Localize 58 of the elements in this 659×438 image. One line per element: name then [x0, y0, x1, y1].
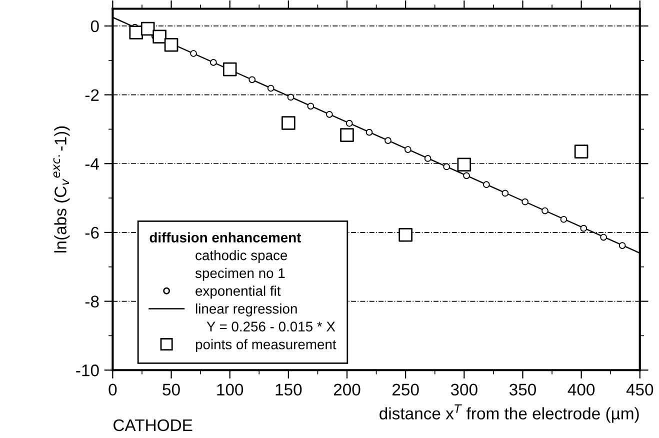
point	[282, 116, 296, 130]
y-tick-label: -6	[85, 226, 99, 239]
y-tick-label: -8	[85, 296, 99, 308]
point	[560, 216, 568, 223]
y-tick-label: -2	[85, 89, 99, 101]
point	[346, 120, 353, 127]
point	[326, 110, 333, 118]
point	[443, 163, 450, 170]
point	[384, 137, 392, 144]
point	[190, 50, 197, 57]
point	[267, 84, 274, 92]
point	[404, 146, 412, 153]
y-tick-label: -10	[76, 364, 99, 376]
annotation: cathodic space	[196, 250, 288, 264]
point	[502, 190, 509, 197]
point	[463, 172, 470, 180]
y-tick-label: -4	[85, 158, 100, 170]
point	[618, 242, 626, 249]
x-tick-label: 400	[568, 384, 595, 396]
x-tick-label: 450	[626, 384, 654, 396]
x-tick-label: 350	[509, 384, 536, 396]
annotation: specimen no 1	[195, 268, 285, 281]
legend-label: points of measurement	[196, 339, 336, 352]
point	[600, 234, 607, 241]
point	[366, 128, 373, 136]
point	[222, 62, 237, 76]
point	[152, 30, 166, 44]
point	[482, 181, 490, 188]
x-tick-label: 150	[276, 384, 302, 396]
x-tick-label: 50	[162, 384, 180, 396]
point	[398, 228, 412, 242]
x-tick-label: 100	[217, 384, 244, 396]
point	[580, 224, 588, 232]
x-tick-label: 250	[392, 384, 419, 396]
x-tick-label: 300	[450, 384, 478, 396]
point	[457, 158, 472, 172]
point	[287, 94, 294, 101]
legend-label: linear regression	[196, 303, 297, 316]
point	[140, 22, 155, 36]
legend-label: exponential fit	[196, 286, 281, 299]
annotation: Y = 0.256 - 0.015 * X	[206, 322, 336, 332]
x-axis-title: distance x$^{T}$ from the electrode (µm)	[380, 404, 639, 423]
point	[248, 76, 256, 84]
legend-title: diffusion enhancement	[150, 232, 302, 242]
point	[129, 26, 144, 40]
point	[307, 102, 314, 110]
point	[424, 155, 432, 162]
point	[210, 59, 217, 66]
x-tick-label: 200	[334, 384, 360, 396]
point	[340, 128, 354, 142]
y-tick-label: 0	[90, 20, 99, 32]
x-tick-label: 0	[108, 384, 117, 396]
point	[574, 144, 588, 158]
text: CATHODE	[114, 419, 192, 432]
y-axis-title: ln(abs (C$_{v}$$^{exc.}$-1))	[53, 126, 70, 252]
point	[522, 198, 529, 206]
point	[164, 38, 178, 52]
point	[542, 207, 548, 214]
